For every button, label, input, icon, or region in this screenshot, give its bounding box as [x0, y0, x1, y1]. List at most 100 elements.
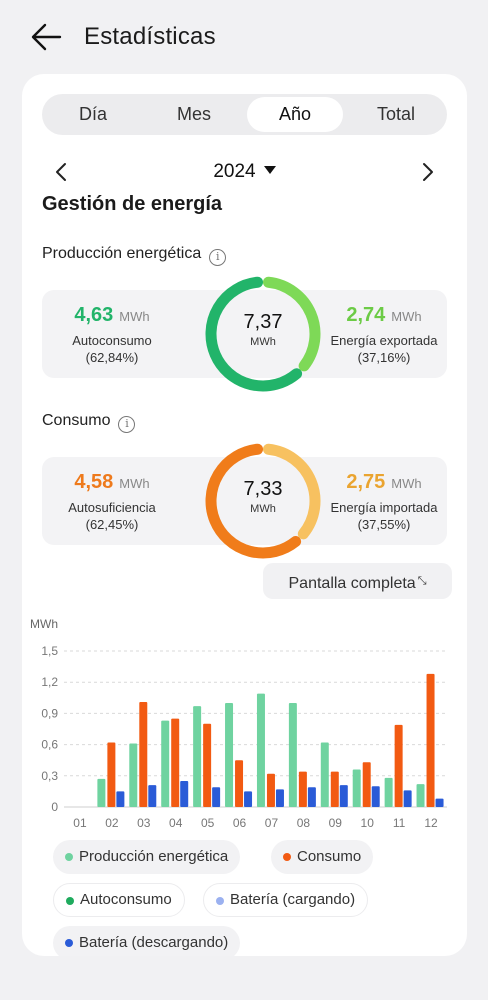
legend-self-consumption[interactable]: Autoconsumo — [53, 883, 185, 917]
import-unit: MWh — [391, 476, 422, 491]
legend-dot — [283, 853, 291, 861]
x-tick-label: 12 — [424, 816, 438, 830]
tab-day[interactable]: Día — [78, 104, 107, 124]
legend-dot — [216, 897, 224, 905]
import-pct: (37,55%) — [357, 517, 411, 532]
bar-bater-a-descargando- — [307, 787, 316, 807]
legend-production[interactable]: Producción energética — [53, 840, 241, 874]
x-tick-label: 05 — [201, 816, 215, 830]
bar-bater-a-descargando- — [180, 781, 189, 807]
consumption-title-text: Consumo — [42, 412, 111, 429]
bar-bater-a-descargando- — [148, 785, 157, 807]
fullscreen-button[interactable]: Pantalla completa ⤡ — [263, 563, 452, 599]
export-stat: 2,74 MWh Energía exportada (37,16%) — [319, 304, 449, 367]
bar-producci-n-energ-tica — [129, 743, 138, 807]
bar-consumo — [426, 673, 435, 807]
bar-producci-n-energ-tica — [193, 706, 202, 807]
monthly-energy-chart: MWh 0 0,3 0,6 0,9 1,2 1,5 01 02 03 04 05 06 07 08 09 10 1… — [30, 617, 447, 830]
production-donut: 7,37 MWh — [205, 276, 321, 392]
bar-producci-n-energ-tica — [352, 769, 361, 807]
expand-icon: ⤡ — [417, 575, 427, 587]
statistics-card: Día Mes Año Total 2024 Gestión de energí… — [22, 74, 467, 956]
bar-consumo — [139, 701, 148, 807]
bar-bater-a-descargando- — [116, 791, 125, 807]
caret-down-icon — [263, 166, 276, 174]
self-sufficiency-arc — [205, 443, 302, 559]
self-consumption-pct: (62,84%) — [85, 350, 139, 365]
bar-consumo — [203, 723, 212, 807]
back-arrow-icon[interactable] — [30, 22, 64, 52]
bar-consumo — [362, 762, 371, 807]
bar-producci-n-energ-tica — [416, 784, 425, 807]
bar-producci-n-energ-tica — [225, 703, 234, 807]
consumption-title: Consumo i — [42, 411, 136, 433]
info-icon[interactable]: i — [209, 249, 227, 266]
export-label: Energía exportada — [330, 333, 438, 348]
bar-consumo — [298, 771, 307, 807]
legend-battery-discharging[interactable]: Batería (descargando) — [53, 926, 241, 956]
chevron-left-icon[interactable] — [50, 160, 74, 184]
bar-producci-n-energ-tica — [97, 778, 106, 807]
legend-label: Batería (cargando) — [230, 891, 356, 908]
import-value: 2,75 — [346, 471, 386, 493]
production-total-unit: MWh — [250, 336, 276, 348]
legend-consumption[interactable]: Consumo — [271, 840, 374, 874]
self-sufficiency-label: Autosuficiencia — [68, 500, 156, 515]
bar-producci-n-energ-tica — [320, 742, 329, 807]
production-donut-ring — [205, 276, 321, 392]
year-value: 2024 — [213, 161, 256, 182]
bar-bater-a-descargando- — [371, 786, 380, 807]
x-tick-label: 10 — [361, 816, 375, 830]
bar-bater-a-descargando- — [244, 791, 253, 807]
tab-total[interactable]: Total — [376, 104, 416, 124]
import-stat: 2,75 MWh Energía importada (37,55%) — [319, 471, 449, 534]
page-title: Estadísticas — [84, 23, 216, 50]
year-selector: 2024 — [42, 158, 447, 186]
consumption-donut-ring — [205, 443, 321, 559]
self-sufficiency-pct: (62,45%) — [85, 517, 139, 532]
fullscreen-label: Pantalla completa — [288, 575, 416, 592]
y-axis-unit-label: MWh — [30, 617, 58, 631]
import-arc — [262, 443, 321, 540]
production-title: Producción energética i — [42, 244, 227, 266]
y-tick-label: 0,6 — [41, 738, 58, 752]
legend-dot — [66, 897, 74, 905]
import-label: Energía importada — [330, 500, 438, 515]
legend-battery-charging[interactable]: Batería (cargando) — [203, 883, 369, 917]
legend-label: Producción energética — [79, 848, 229, 865]
self-consumption-stat: 4,63 MWh Autoconsumo (62,84%) — [47, 304, 177, 367]
bar-consumo — [330, 771, 339, 807]
self-consumption-label: Autoconsumo — [72, 333, 152, 348]
info-icon[interactable]: i — [118, 416, 136, 433]
x-tick-label: 11 — [393, 816, 406, 830]
production-total-value: 7,37 — [243, 311, 283, 333]
year-dropdown[interactable]: 2024 — [42, 160, 447, 184]
y-tick-label: 1,2 — [41, 675, 58, 689]
consumption-donut: 7,33 MWh — [205, 443, 321, 559]
bar-bater-a-descargando- — [403, 790, 412, 807]
consumption-total-value: 7,33 — [243, 478, 283, 500]
bar-consumo — [235, 760, 244, 807]
self-sufficiency-value: 4,58 — [74, 471, 114, 493]
bar-consumo — [394, 724, 403, 807]
section-title: Gestión de energía — [42, 193, 223, 215]
self-consumption-value: 4,63 — [74, 304, 114, 326]
self-consumption-arc — [205, 276, 303, 392]
self-sufficiency-stat: 4,58 MWh Autosuficiencia (62,45%) — [47, 471, 177, 534]
bar-producci-n-energ-tica — [161, 720, 170, 807]
period-tabs: Día Mes Año Total — [42, 94, 447, 135]
x-tick-label: 06 — [233, 816, 247, 830]
bar-producci-n-energ-tica — [288, 703, 297, 807]
export-unit: MWh — [391, 309, 422, 324]
export-pct: (37,16%) — [357, 350, 411, 365]
bar-consumo — [171, 718, 180, 807]
consumption-summary: 4,58 MWh Autosuficiencia (62,45%) 7,33 MW… — [42, 443, 449, 559]
chevron-right-icon[interactable] — [415, 160, 439, 184]
tab-year[interactable]: Año — [247, 97, 343, 132]
app-header: Estadísticas — [0, 0, 488, 74]
self-consumption-unit: MWh — [119, 309, 150, 324]
legend-label: Consumo — [297, 848, 362, 865]
y-tick-label: 0,9 — [41, 706, 58, 720]
tab-month[interactable]: Mes — [176, 104, 211, 124]
y-tick-label: 0 — [51, 800, 58, 814]
